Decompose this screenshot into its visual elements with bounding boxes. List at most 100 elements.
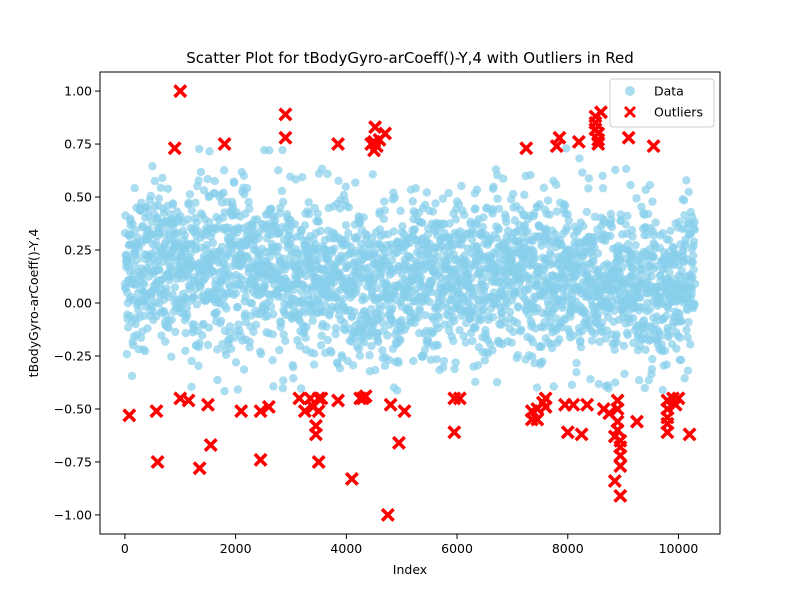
data-point bbox=[368, 170, 378, 179]
data-point bbox=[279, 376, 288, 385]
data-point bbox=[467, 235, 477, 244]
data-point bbox=[221, 350, 231, 360]
data-point bbox=[421, 310, 430, 320]
data-point bbox=[648, 354, 657, 364]
x-tick-label: 8000 bbox=[552, 541, 584, 556]
data-point bbox=[213, 375, 222, 385]
data-point bbox=[308, 316, 317, 325]
data-point bbox=[168, 290, 177, 299]
data-point bbox=[423, 230, 433, 239]
data-point bbox=[461, 338, 470, 347]
data-point bbox=[281, 336, 290, 346]
data-point bbox=[296, 384, 306, 393]
data-point bbox=[572, 368, 581, 377]
outlier-point bbox=[173, 84, 188, 99]
data-point bbox=[583, 267, 592, 276]
data-point bbox=[167, 315, 176, 325]
data-point bbox=[593, 249, 603, 258]
data-point bbox=[140, 346, 150, 356]
data-point bbox=[665, 330, 674, 340]
data-point bbox=[372, 284, 381, 293]
data-point bbox=[597, 318, 607, 328]
data-point bbox=[408, 197, 417, 206]
data-point bbox=[392, 386, 402, 395]
data-point bbox=[131, 319, 140, 329]
outlier-points-layer bbox=[122, 84, 697, 522]
data-point bbox=[238, 275, 247, 284]
outlier-point bbox=[122, 408, 137, 423]
data-point bbox=[619, 341, 629, 351]
data-point bbox=[485, 236, 495, 246]
data-point bbox=[182, 310, 192, 319]
data-point bbox=[606, 231, 615, 241]
data-point bbox=[334, 176, 343, 186]
data-point bbox=[127, 371, 137, 381]
legend-data-marker bbox=[625, 86, 635, 96]
data-point bbox=[545, 210, 554, 219]
data-point bbox=[352, 285, 361, 294]
data-point bbox=[195, 338, 204, 348]
data-point bbox=[520, 190, 529, 200]
data-point bbox=[598, 184, 608, 193]
data-point bbox=[270, 216, 280, 225]
data-point bbox=[494, 204, 504, 213]
data-point bbox=[213, 345, 222, 354]
data-point bbox=[192, 300, 202, 309]
data-point bbox=[309, 360, 319, 369]
x-tick-label: 4000 bbox=[330, 541, 362, 556]
outlier-point bbox=[580, 397, 595, 412]
data-point bbox=[662, 360, 671, 369]
data-point bbox=[666, 226, 675, 236]
data-point bbox=[471, 204, 480, 213]
data-point bbox=[225, 322, 235, 331]
data-point bbox=[203, 174, 212, 184]
data-point bbox=[438, 194, 448, 203]
data-point bbox=[449, 316, 459, 326]
data-point bbox=[680, 211, 689, 220]
data-point bbox=[184, 198, 193, 208]
data-point bbox=[432, 354, 441, 364]
data-point bbox=[634, 376, 644, 385]
data-point bbox=[425, 297, 434, 307]
data-point bbox=[645, 180, 655, 190]
legend-outliers-marker bbox=[624, 106, 636, 118]
data-point bbox=[313, 255, 323, 264]
data-point bbox=[156, 183, 166, 192]
outlier-point bbox=[383, 397, 398, 412]
data-point bbox=[339, 318, 349, 328]
data-point bbox=[672, 344, 681, 353]
data-point bbox=[626, 180, 635, 190]
data-point bbox=[133, 255, 142, 264]
data-point bbox=[268, 356, 277, 365]
outlier-point bbox=[391, 435, 406, 450]
data-point bbox=[367, 341, 376, 351]
y-tick-label: −0.75 bbox=[54, 454, 92, 469]
data-point bbox=[488, 205, 497, 214]
data-point bbox=[623, 239, 633, 249]
data-point bbox=[622, 164, 631, 174]
data-point bbox=[610, 378, 620, 387]
data-point bbox=[355, 351, 365, 360]
data-point bbox=[225, 328, 234, 337]
data-point bbox=[204, 323, 214, 332]
y-tick-label: 0.25 bbox=[64, 243, 92, 258]
data-point bbox=[610, 345, 619, 354]
data-point bbox=[379, 214, 389, 224]
data-point bbox=[661, 311, 671, 321]
data-point bbox=[203, 340, 213, 350]
data-point bbox=[455, 325, 464, 335]
data-point bbox=[248, 222, 258, 231]
data-point bbox=[621, 220, 631, 229]
outlier-point bbox=[311, 391, 326, 406]
data-point bbox=[321, 301, 330, 310]
data-point bbox=[499, 174, 508, 183]
outlier-point bbox=[203, 437, 218, 452]
data-point bbox=[470, 283, 479, 292]
data-point bbox=[378, 346, 387, 355]
data-point bbox=[467, 274, 476, 283]
data-point bbox=[627, 226, 637, 235]
data-point bbox=[239, 171, 249, 181]
outlier-point bbox=[613, 459, 628, 474]
data-point bbox=[323, 169, 332, 179]
data-point bbox=[279, 330, 288, 339]
